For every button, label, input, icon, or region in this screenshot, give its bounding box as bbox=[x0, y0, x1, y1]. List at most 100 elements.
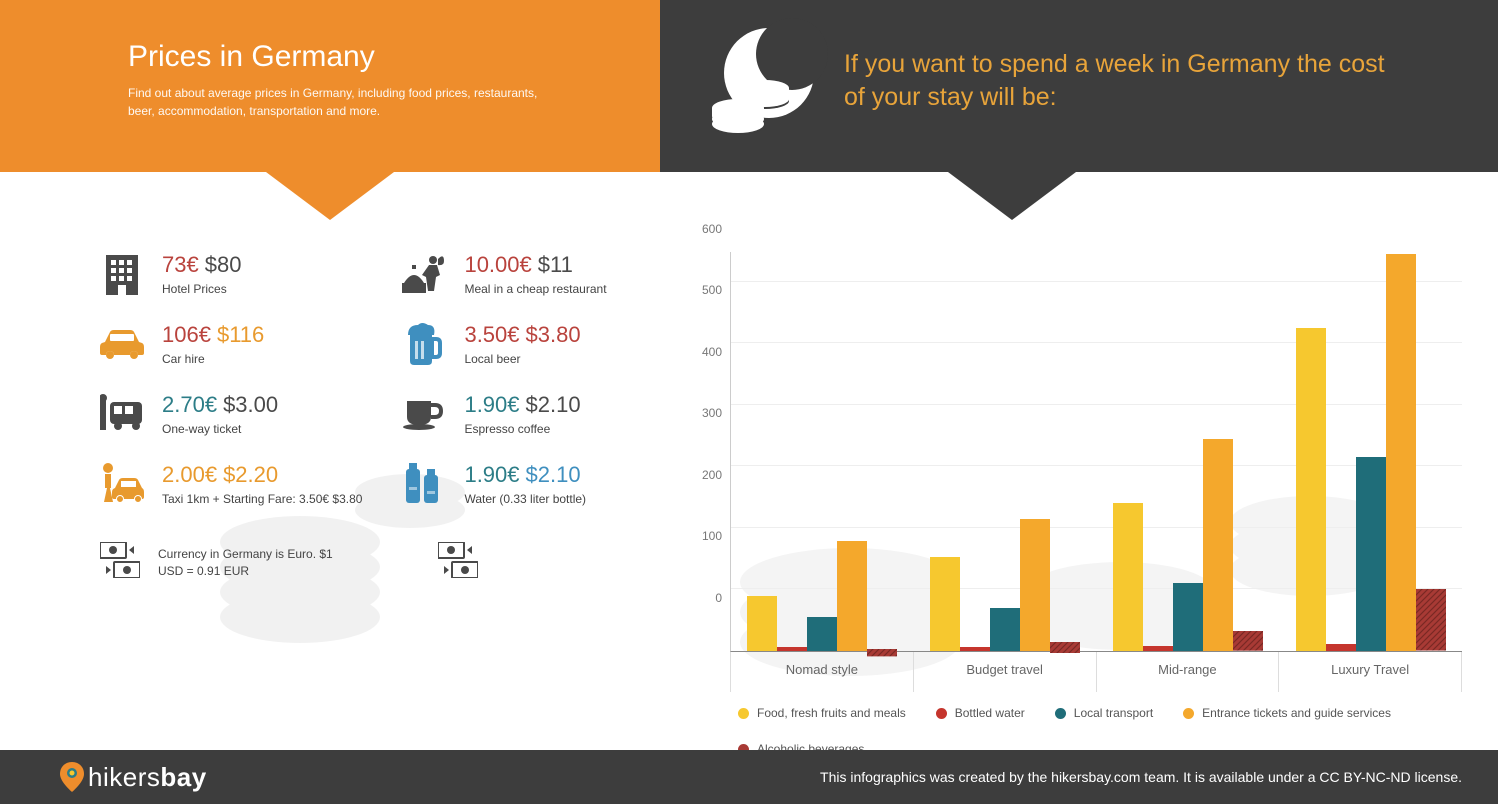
x-label: Budget travel bbox=[914, 652, 1097, 692]
legend-item: Local transport bbox=[1055, 706, 1153, 720]
coffee-icon bbox=[402, 392, 446, 436]
price-eur: 73€ bbox=[162, 252, 199, 278]
exchange-icon bbox=[100, 542, 140, 583]
price-item: 1.90€ $2.10 Water (0.33 liter bottle) bbox=[402, 462, 606, 506]
chart-legend: Food, fresh fruits and meals Bottled wate… bbox=[680, 706, 1462, 756]
bar bbox=[1173, 583, 1203, 651]
bus-icon bbox=[100, 392, 144, 436]
price-usd: $11 bbox=[538, 252, 573, 278]
x-axis: Nomad styleBudget travelMid-rangeLuxury … bbox=[730, 652, 1462, 692]
price-label: Local beer bbox=[464, 352, 580, 366]
price-column-right: 10.00€ $11 Meal in a cheap restaurant 3.… bbox=[402, 252, 606, 506]
legend-item: Entrance tickets and guide services bbox=[1183, 706, 1391, 720]
price-eur: 1.90€ bbox=[464, 462, 519, 488]
price-usd: $3.80 bbox=[526, 322, 581, 348]
content: 73€ $80 Hotel Prices 106€ $116 Car hire … bbox=[0, 172, 1498, 756]
bar bbox=[1233, 631, 1263, 651]
price-item: 73€ $80 Hotel Prices bbox=[100, 252, 362, 296]
x-label: Luxury Travel bbox=[1279, 652, 1462, 692]
header-left-panel: Prices in Germany Find out about average… bbox=[0, 0, 660, 172]
legend-label: Local transport bbox=[1074, 706, 1153, 720]
bar-group bbox=[914, 252, 1097, 651]
prices-panel: 73€ $80 Hotel Prices 106€ $116 Car hire … bbox=[0, 252, 680, 756]
bar bbox=[1143, 646, 1173, 651]
brand-logo: hikersbay bbox=[60, 762, 207, 793]
y-tick: 600 bbox=[702, 222, 722, 236]
bar bbox=[837, 541, 867, 651]
y-tick: 300 bbox=[702, 406, 722, 420]
price-usd: $2.10 bbox=[526, 462, 581, 488]
plot-area bbox=[730, 252, 1462, 652]
bar bbox=[1296, 328, 1326, 651]
y-tick: 400 bbox=[702, 345, 722, 359]
building-icon bbox=[100, 252, 144, 296]
chart-panel: 0100200300400500600 Nomad styleBudget tr… bbox=[680, 252, 1498, 756]
y-tick: 100 bbox=[702, 529, 722, 543]
price-label: Hotel Prices bbox=[162, 282, 241, 296]
price-eur: 1.90€ bbox=[464, 392, 519, 418]
price-eur: 2.70€ bbox=[162, 392, 217, 418]
header: Prices in Germany Find out about average… bbox=[0, 0, 1498, 172]
waiter-icon bbox=[402, 252, 446, 296]
price-usd: $116 bbox=[217, 322, 264, 348]
price-item: 3.50€ $3.80 Local beer bbox=[402, 322, 606, 366]
price-label: Car hire bbox=[162, 352, 264, 366]
bar bbox=[747, 596, 777, 651]
bar bbox=[1386, 254, 1416, 651]
bar bbox=[990, 608, 1020, 651]
bar bbox=[1203, 439, 1233, 651]
bar bbox=[807, 617, 837, 651]
legend-label: Bottled water bbox=[955, 706, 1025, 720]
currency-note-dup bbox=[438, 542, 478, 583]
x-label: Nomad style bbox=[730, 652, 914, 692]
bar bbox=[777, 647, 807, 651]
price-item: 1.90€ $2.10 Espresso coffee bbox=[402, 392, 606, 436]
bar bbox=[867, 644, 897, 651]
header-right-panel: If you want to spend a week in Germany t… bbox=[660, 0, 1498, 172]
price-eur: 10.00€ bbox=[464, 252, 531, 278]
cost-chart: 0100200300400500600 Nomad styleBudget tr… bbox=[680, 252, 1462, 692]
price-label: Espresso coffee bbox=[464, 422, 580, 436]
legend-item: Bottled water bbox=[936, 706, 1025, 720]
y-tick: 0 bbox=[715, 591, 722, 605]
price-label: Meal in a cheap restaurant bbox=[464, 282, 606, 296]
water-icon bbox=[402, 462, 446, 506]
price-item: 2.70€ $3.00 One-way ticket bbox=[100, 392, 362, 436]
price-item: 10.00€ $11 Meal in a cheap restaurant bbox=[402, 252, 606, 296]
price-column-left: 73€ $80 Hotel Prices 106€ $116 Car hire … bbox=[100, 252, 362, 506]
bar bbox=[1326, 644, 1356, 651]
brand-prefix: hikers bbox=[88, 762, 160, 792]
cost-intro-heading: If you want to spend a week in Germany t… bbox=[844, 48, 1404, 113]
bar-group bbox=[1279, 252, 1462, 651]
price-label: Taxi 1km + Starting Fare: 3.50€ $3.80 bbox=[162, 492, 362, 506]
price-usd: $2.20 bbox=[223, 462, 278, 488]
y-tick: 200 bbox=[702, 468, 722, 482]
y-axis: 0100200300400500600 bbox=[680, 252, 730, 652]
legend-item: Food, fresh fruits and meals bbox=[738, 706, 906, 720]
page-subtitle: Find out about average prices in Germany… bbox=[128, 84, 558, 120]
exchange-icon bbox=[438, 542, 478, 583]
bar bbox=[1113, 503, 1143, 651]
bar bbox=[1020, 519, 1050, 651]
bar-group bbox=[1097, 252, 1280, 651]
price-eur: 106€ bbox=[162, 322, 211, 348]
bar bbox=[1050, 640, 1080, 651]
legend-label: Food, fresh fruits and meals bbox=[757, 706, 906, 720]
bar-group bbox=[731, 252, 914, 651]
taxi-icon bbox=[100, 462, 144, 506]
beer-icon bbox=[402, 322, 446, 366]
bar bbox=[1416, 589, 1446, 651]
bar bbox=[960, 647, 990, 651]
coins-icon bbox=[700, 28, 820, 148]
car-icon bbox=[100, 322, 144, 366]
footer: hikersbay This infographics was created … bbox=[0, 750, 1498, 804]
price-label: One-way ticket bbox=[162, 422, 278, 436]
currency-note: Currency in Germany is Euro. $1 USD = 0.… bbox=[100, 542, 358, 583]
legend-label: Entrance tickets and guide services bbox=[1202, 706, 1391, 720]
price-eur: 2.00€ bbox=[162, 462, 217, 488]
price-label: Water (0.33 liter bottle) bbox=[464, 492, 586, 506]
price-eur: 3.50€ bbox=[464, 322, 519, 348]
price-usd: $80 bbox=[205, 252, 242, 278]
page-title: Prices in Germany bbox=[128, 40, 660, 74]
price-item: 106€ $116 Car hire bbox=[100, 322, 362, 366]
